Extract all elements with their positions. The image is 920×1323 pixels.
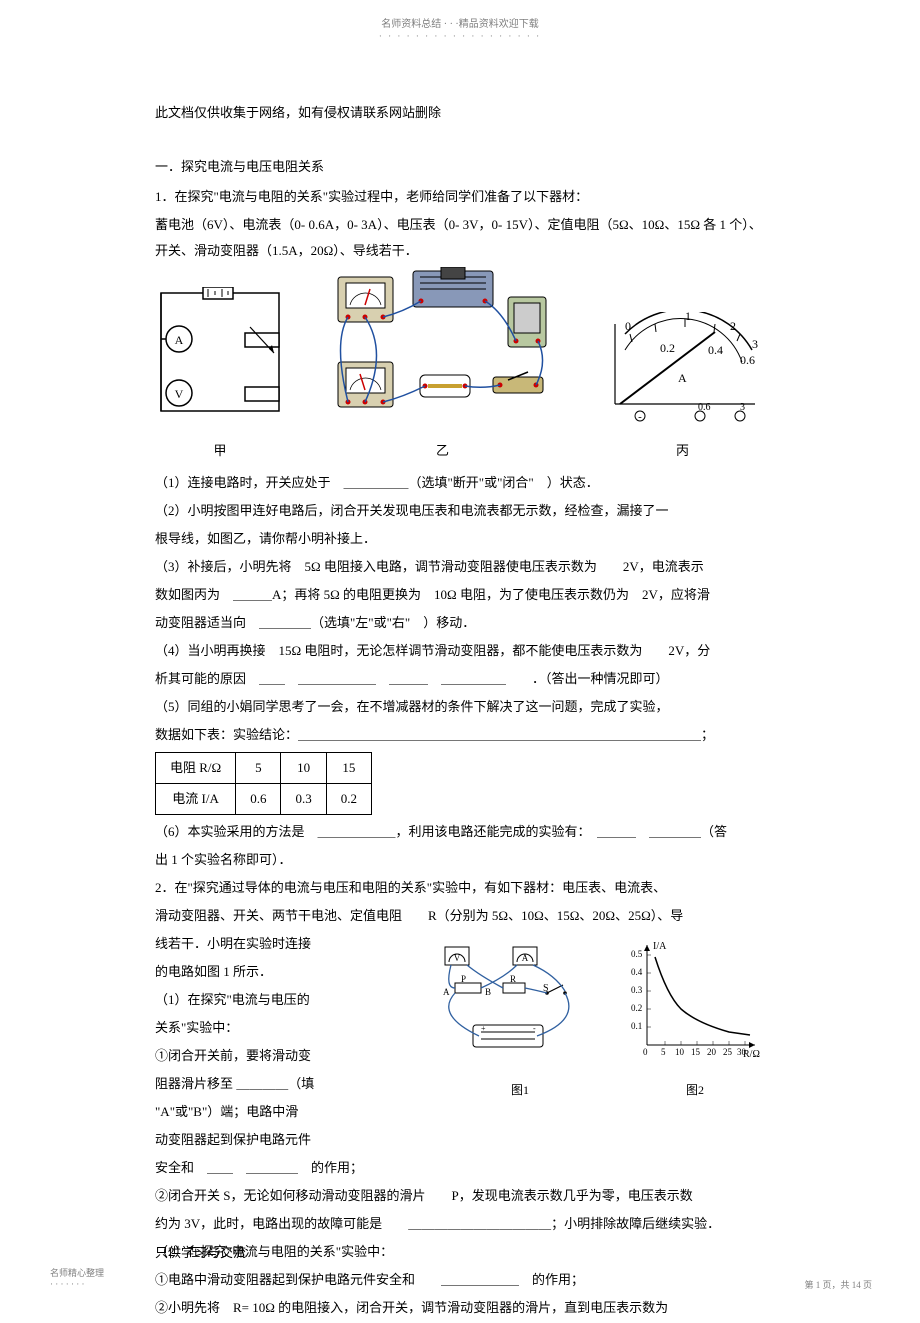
table-cell: 电流 I/A (156, 784, 236, 815)
physical-circuit-yi (328, 267, 558, 432)
table-cell: 15 (326, 753, 371, 784)
svg-text:0.3: 0.3 (631, 985, 643, 995)
svg-text:5: 5 (661, 1047, 666, 1057)
q1-p1: （1）连接电路时，开关应处于 ＿＿＿＿＿（选填"断开"或"闭合" ）状态． (155, 470, 765, 496)
circuit-fig1: V A A P B R S (425, 935, 615, 1065)
svg-text:15: 15 (691, 1047, 701, 1057)
svg-text:0: 0 (625, 319, 631, 333)
table-cell: 电阻 R/Ω (156, 753, 236, 784)
figure-row-1: A V 甲 (155, 274, 765, 464)
header-note-text: 名师资料总结 · · ·精品资料欢迎下载 (379, 18, 541, 31)
table-cell: 0.2 (326, 784, 371, 815)
svg-text:0.1: 0.1 (631, 1021, 642, 1031)
svg-text:10: 10 (675, 1047, 685, 1057)
figure-1: V A A P B R S (425, 935, 615, 1102)
q1-p5b: 数据如下表：实验结论：＿＿＿＿＿＿＿＿＿＿＿＿＿＿＿＿＿＿＿＿＿＿＿＿＿＿＿＿＿… (155, 722, 765, 748)
footer-left: 名师精心整理 · · · · · · · (50, 1268, 104, 1291)
svg-text:-: - (638, 411, 642, 423)
svg-text:0.6: 0.6 (740, 353, 755, 367)
q2-mat: 滑动变阻器、开关、两节干电池、定值电阻 R（分别为 5Ω、10Ω、15Ω、20Ω… (155, 903, 765, 929)
svg-text:0.6: 0.6 (698, 402, 711, 413)
q2-p1f: 动变阻器起到保护电路元件 (155, 1127, 765, 1153)
ammeter-bing: 0 1 2 3 0.2 0.4 0.6 A (600, 312, 765, 432)
q1-materials: 蓄电池（6V）、电流表（0- 0.6A，0- 3A）、电压表（0- 3V，0- … (155, 212, 765, 264)
figure-jia: A V 甲 (155, 287, 285, 464)
svg-text:V: V (175, 387, 184, 401)
svg-text:P: P (461, 974, 466, 984)
footer-only-text: 只供学习与交流 (155, 1242, 246, 1261)
q2-p1g: 安全和 ＿＿ ＿＿＿＿ 的作用； (155, 1155, 765, 1181)
table-row: 电流 I/A 0.6 0.3 0.2 (156, 784, 372, 815)
q2-p2b: 约为 3V，此时，电路出现的故障可能是 ＿＿＿＿＿＿＿＿＿＿＿；小明排除故障后继… (155, 1211, 765, 1237)
svg-text:I/A: I/A (653, 941, 667, 952)
q1-p3a: （3）补接后，小明先将 5Ω 电阻接入电路，调节滑动变阻器使电压表示数为 2V，… (155, 554, 765, 580)
q1-p3b: 数如图丙为 ＿＿＿A；再将 5Ω 的电阻更换为 10Ω 电阻，为了使电压表示数仍… (155, 582, 765, 608)
svg-text:V: V (454, 953, 461, 963)
footer-right: 第 1 页，共 14 页 (804, 1278, 872, 1291)
table-cell: 0.3 (281, 784, 326, 815)
svg-text:0.4: 0.4 (631, 967, 643, 977)
svg-text:3: 3 (740, 402, 745, 413)
footer-left-2: · · · · · · · (50, 1279, 104, 1291)
figure-2-label: 图2 (625, 1078, 765, 1102)
section-title: 一．探究电流与电压电阻关系 (155, 154, 765, 180)
experiment-table: 电阻 R/Ω 5 10 15 电流 I/A 0.6 0.3 0.2 (155, 752, 372, 815)
svg-text:0.2: 0.2 (631, 1003, 642, 1013)
q1-p5a: （5）同组的小娟同学思考了一会，在不增减器材的条件下解决了这一问题，完成了实验， (155, 694, 765, 720)
svg-text:R: R (510, 974, 516, 984)
svg-text:A: A (175, 333, 184, 347)
q2-intro: 2．在"探究通过导体的电流与电压和电阻的关系"实验中，有如下器材：电压表、电流表… (155, 875, 765, 901)
figure-label-bing: 丙 (676, 438, 689, 464)
q1-p2a: （2）小明按图甲连好电路后，闭合开关发现电压表和电流表都无示数，经检查，漏接了一 (155, 498, 765, 524)
q2-p2a: ②闭合开关 S，无论如何移动滑动变阻器的滑片 P，发现电流表示数几乎为零，电压表… (155, 1183, 765, 1209)
q2-p3c: ②小明先将 R= 10Ω 的电阻接入，闭合开关，调节滑动变阻器的滑片，直到电压表… (155, 1295, 765, 1321)
svg-text:B: B (485, 987, 491, 997)
q1-p6a: （6）本实验采用的方法是 ＿＿＿＿＿＿，利用该电路还能完成的实验有： ＿＿＿ ＿… (155, 819, 765, 845)
figure-bing: 0 1 2 3 0.2 0.4 0.6 A (600, 312, 765, 464)
q1-p4b: 析其可能的原因 ＿＿ ＿＿＿＿＿＿ ＿＿＿ ＿＿＿＿＿ ．（答出一种情况即可） (155, 666, 765, 692)
table-cell: 0.6 (236, 784, 281, 815)
document-content: 此文档仅供收集于网络，如有侵权请联系网站删除 一．探究电流与电压电阻关系 1．在… (155, 100, 765, 1323)
q1-p2b: 根导线，如图乙，请你帮小明补接上． (155, 526, 765, 552)
chart-fig2: I/A R/Ω 0.1 0.2 0.3 0.4 0.5 0 5 10 15 (625, 935, 765, 1065)
q2-p3a: （2）在探究"电流与电阻的关系"实验中： (155, 1239, 765, 1265)
svg-text:0: 0 (643, 1047, 648, 1057)
q1-intro: 1．在探究"电流与电阻的关系"实验过程中，老师给同学们准备了以下器材： (155, 184, 765, 210)
svg-text:30: 30 (737, 1047, 747, 1057)
svg-text:A: A (522, 953, 529, 963)
q2-p3b: ①电路中滑动变阻器起到保护电路元件安全和 ＿＿＿＿＿＿ 的作用； (155, 1267, 765, 1293)
figure-label-jia: 甲 (213, 438, 226, 464)
svg-text:A: A (443, 987, 450, 997)
svg-text:2: 2 (730, 319, 736, 333)
svg-text:-: - (533, 1024, 536, 1033)
figure-label-yi: 乙 (436, 438, 449, 464)
q1-p4a: （4）当小明再换接 15Ω 电阻时，无论怎样调节滑动变阻器，都不能使电压表示数为… (155, 638, 765, 664)
figure-2: I/A R/Ω 0.1 0.2 0.3 0.4 0.5 0 5 10 15 (625, 935, 765, 1102)
q1-p6b: 出 1 个实验名称即可）． (155, 847, 765, 873)
svg-text:A: A (678, 371, 687, 385)
figure-yi: 乙 (328, 267, 558, 464)
q1-p3c: 动变阻器适当向 ＿＿＿＿（选填"左"或"右" ）移动． (155, 610, 765, 636)
header-note: 名师资料总结 · · ·精品资料欢迎下载 · · · · · · · · · ·… (379, 18, 541, 43)
table-cell: 10 (281, 753, 326, 784)
circuit-diagram-jia: A V (155, 287, 285, 432)
q2-p1e: "A"或"B"）端；电路中滑 (155, 1099, 765, 1125)
svg-text:0.4: 0.4 (708, 343, 723, 357)
header-dots: · · · · · · · · · · · · · · · · · · (379, 31, 541, 43)
svg-text:0.2: 0.2 (660, 341, 675, 355)
svg-text:20: 20 (707, 1047, 717, 1057)
footer-left-1: 名师精心整理 (50, 1268, 104, 1280)
svg-text:3: 3 (752, 337, 758, 351)
svg-text:25: 25 (723, 1047, 733, 1057)
notice-text: 此文档仅供收集于网络，如有侵权请联系网站删除 (155, 100, 765, 126)
figure-row-2: V A A P B R S (425, 935, 765, 1102)
table-cell: 5 (236, 753, 281, 784)
svg-text:+: + (481, 1024, 486, 1033)
svg-text:0.5: 0.5 (631, 949, 643, 959)
table-row: 电阻 R/Ω 5 10 15 (156, 753, 372, 784)
figure-1-label: 图1 (425, 1078, 615, 1102)
svg-text:1: 1 (685, 312, 691, 323)
